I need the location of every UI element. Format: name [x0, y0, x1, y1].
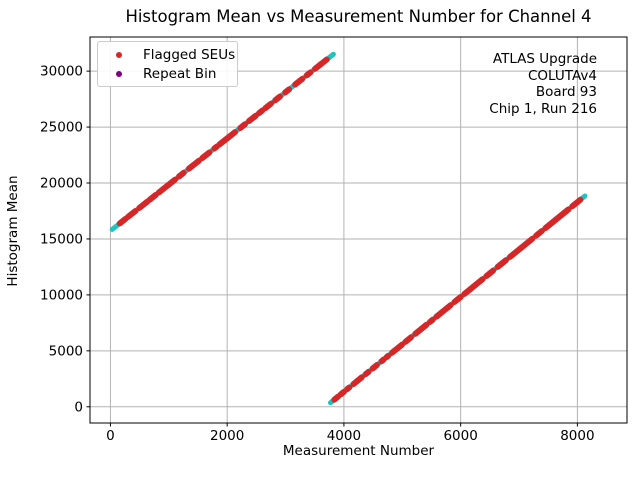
y-axis-label: Histogram Mean	[5, 175, 21, 287]
flagged-seu-span	[451, 293, 464, 305]
legend-label: Repeat Bin	[143, 65, 217, 82]
x-axis-label: Measurement Number	[282, 443, 435, 459]
flagged-seu-span	[146, 191, 159, 203]
legend-entry-repeat-bin: Repeat Bin	[106, 64, 229, 83]
flagged-seu-span	[378, 356, 387, 365]
y-tick-label: 0	[74, 399, 83, 415]
flagged-seu-span	[389, 341, 405, 356]
flagged-seu-span	[369, 362, 380, 372]
flagged-seu-span	[383, 352, 392, 360]
flagged-seu-span	[533, 228, 545, 239]
flagged-seu-span	[461, 276, 486, 297]
flagged-seu-span	[433, 302, 454, 320]
flagged-seu-span	[303, 69, 314, 79]
flagged-seu-span	[506, 235, 536, 260]
y-tick-label: 30000	[40, 64, 83, 80]
flagged-seu-span	[216, 129, 239, 148]
flagged-seu-span	[350, 374, 365, 388]
flagged-seu-span	[312, 60, 326, 72]
axes-spines	[89, 36, 628, 424]
flagged-seu-span	[494, 257, 509, 270]
flagged-seu-span	[320, 56, 330, 65]
flagged-seu-span	[199, 149, 213, 162]
flagged-seu-span	[116, 216, 129, 227]
flagged-seu-span	[569, 196, 584, 210]
plot-annotation: ATLAS Upgrade COLUTAv4 Board 93 Chip 1, …	[489, 51, 597, 117]
flagged-seu-span	[155, 176, 178, 196]
flagged-seu-span	[483, 267, 497, 279]
flagged-seu-span	[124, 207, 139, 220]
flagged-seu-span	[427, 316, 436, 325]
x-tick-label: 4000	[327, 428, 361, 444]
annotation-line: Board 93	[535, 84, 597, 100]
chart-title: Histogram Mean vs Measurement Number for…	[125, 7, 592, 26]
flagged-seu-span	[185, 157, 202, 172]
flagged-seu-span	[282, 86, 293, 96]
flagged-seu-span	[262, 100, 274, 112]
y-tick-label: 15000	[40, 231, 83, 247]
annotation-line: Chip 1, Run 216	[489, 100, 597, 117]
flagged-seu-span	[412, 321, 430, 337]
repeat-bin-marker-icon	[116, 70, 122, 77]
legend: Flagged SEUs Repeat Bin	[97, 41, 238, 87]
flagged-seu-span	[237, 121, 248, 131]
flagged-seu-span	[402, 334, 415, 345]
flagged-seu-span	[362, 368, 372, 378]
flagged-seu-span	[176, 169, 187, 180]
flagged-seu-span	[292, 75, 306, 88]
y-tick-label: 5000	[49, 343, 83, 359]
flagged-seu-span	[255, 107, 266, 117]
y-tick-label: 20000	[40, 176, 83, 192]
x-tick-label: 0	[106, 428, 115, 444]
flagged-seu-span	[272, 93, 283, 104]
legend-entry-flagged-seus: Flagged SEUs	[106, 45, 235, 64]
x-tick-label: 8000	[560, 428, 594, 444]
legend-label: Flagged SEUs	[143, 46, 236, 63]
flagged-seu-span	[246, 112, 259, 125]
flagged-seu-span	[331, 393, 342, 403]
flagged-seu-span	[337, 388, 347, 398]
annotation-line: ATLAS Upgrade	[492, 51, 597, 67]
flagged-seu-span	[542, 206, 572, 231]
flagged-seu-span	[344, 384, 353, 393]
flagged-seu-span	[211, 143, 220, 152]
y-tick-label: 25000	[40, 120, 83, 136]
y-tick-label: 10000	[40, 287, 83, 303]
annotation-line: COLUTAv4	[527, 67, 597, 84]
flagged-seu-span	[136, 198, 151, 211]
x-tick-label: 2000	[210, 428, 244, 444]
flagged-seu-marker-icon	[116, 51, 122, 58]
x-tick-label: 6000	[443, 428, 477, 444]
